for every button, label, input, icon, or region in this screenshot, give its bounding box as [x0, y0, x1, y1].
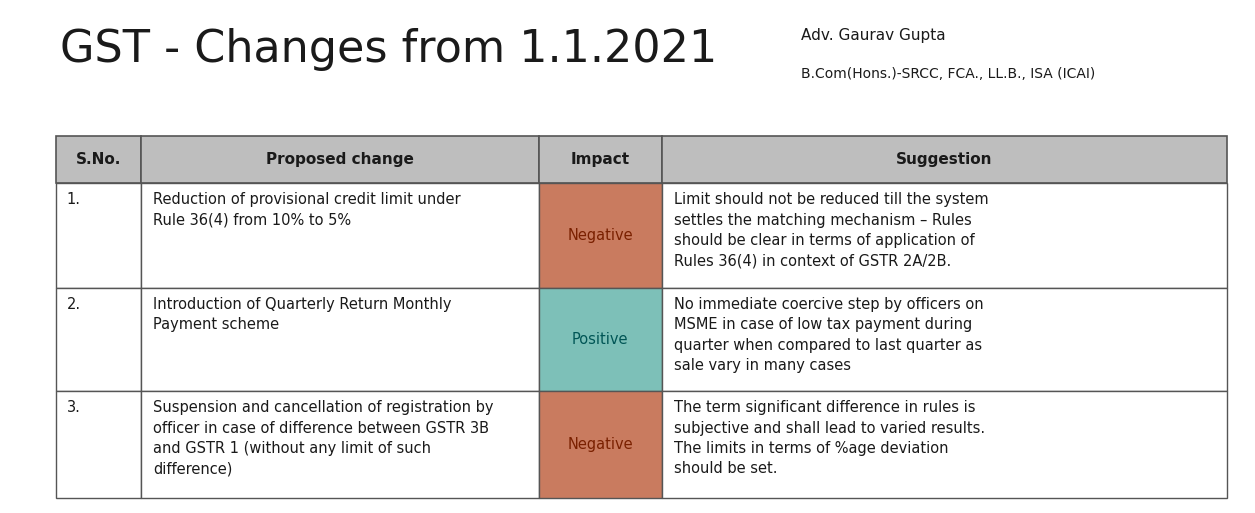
Bar: [538, 136, 661, 183]
Bar: [141, 288, 538, 391]
Bar: [538, 391, 661, 498]
Bar: [56, 183, 141, 288]
Bar: [141, 136, 538, 183]
Bar: [661, 288, 1227, 391]
Bar: [661, 183, 1227, 288]
Bar: [661, 136, 1227, 183]
Bar: [141, 183, 538, 288]
Text: 2.: 2.: [67, 297, 80, 312]
Text: Negative: Negative: [567, 228, 634, 243]
Bar: [56, 288, 141, 391]
Text: 3.: 3.: [67, 400, 80, 415]
Text: Adv. Gaurav Gupta: Adv. Gaurav Gupta: [801, 28, 945, 43]
Bar: [538, 183, 661, 288]
Text: Positive: Positive: [572, 332, 629, 347]
Text: GST - Changes from 1.1.2021: GST - Changes from 1.1.2021: [60, 28, 718, 71]
Text: Negative: Negative: [567, 437, 634, 452]
Text: S.No.: S.No.: [77, 152, 122, 167]
Text: Introduction of Quarterly Return Monthly
Payment scheme: Introduction of Quarterly Return Monthly…: [153, 297, 452, 332]
Bar: [538, 288, 661, 391]
Text: Proposed change: Proposed change: [266, 152, 414, 167]
Text: Reduction of provisional credit limit under
Rule 36(4) from 10% to 5%: Reduction of provisional credit limit un…: [153, 192, 461, 228]
Text: Limit should not be reduced till the system
settles the matching mechanism – Rul: Limit should not be reduced till the sys…: [674, 192, 989, 268]
Bar: [56, 136, 141, 183]
Text: Suggestion: Suggestion: [896, 152, 993, 167]
Text: No immediate coercive step by officers on
MSME in case of low tax payment during: No immediate coercive step by officers o…: [674, 297, 984, 373]
Text: B.Com(Hons.)-SRCC, FCA., LL.B., ISA (ICAI): B.Com(Hons.)-SRCC, FCA., LL.B., ISA (ICA…: [801, 67, 1094, 81]
Bar: [141, 391, 538, 498]
Bar: [661, 391, 1227, 498]
Text: The term significant difference in rules is
subjective and shall lead to varied : The term significant difference in rules…: [674, 400, 985, 477]
Text: 1.: 1.: [67, 192, 80, 207]
Text: Suspension and cancellation of registration by
officer in case of difference bet: Suspension and cancellation of registrat…: [153, 400, 493, 477]
Text: Impact: Impact: [571, 152, 630, 167]
Bar: [56, 391, 141, 498]
